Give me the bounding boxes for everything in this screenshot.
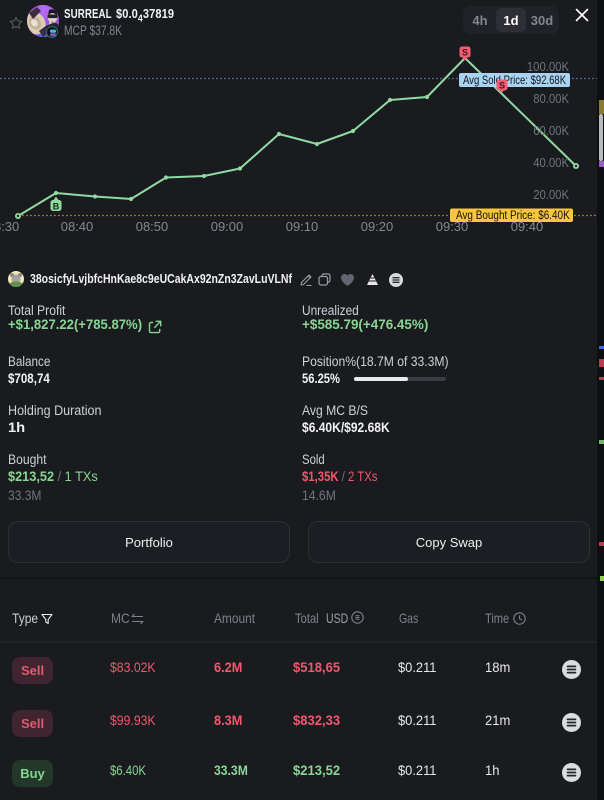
svg-text:S: S [499, 81, 505, 91]
svg-text:09:20: 09:20 [361, 219, 394, 234]
svg-text:Avg Sold Price: $92.68K: Avg Sold Price: $92.68K [463, 74, 566, 87]
svg-text:09:10: 09:10 [286, 219, 319, 234]
svg-text:80.00K: 80.00K [533, 91, 569, 106]
svg-text:09:40: 09:40 [511, 219, 544, 234]
svg-text:60.00K: 60.00K [533, 123, 569, 138]
svg-text:B: B [53, 202, 60, 212]
svg-text:100.00K: 100.00K [527, 59, 569, 74]
svg-text:Avg Bought Price: $6.40K: Avg Bought Price: $6.40K [456, 209, 570, 222]
svg-text:S: S [462, 48, 468, 58]
svg-text:08:50: 08:50 [136, 219, 169, 234]
svg-text:09:00: 09:00 [211, 219, 244, 234]
svg-text:08:40: 08:40 [61, 219, 94, 234]
svg-text:20.00K: 20.00K [533, 187, 569, 202]
svg-text:40.00K: 40.00K [533, 155, 569, 170]
svg-text:09:30: 09:30 [436, 219, 469, 234]
svg-text:08:30: 08:30 [0, 219, 19, 234]
